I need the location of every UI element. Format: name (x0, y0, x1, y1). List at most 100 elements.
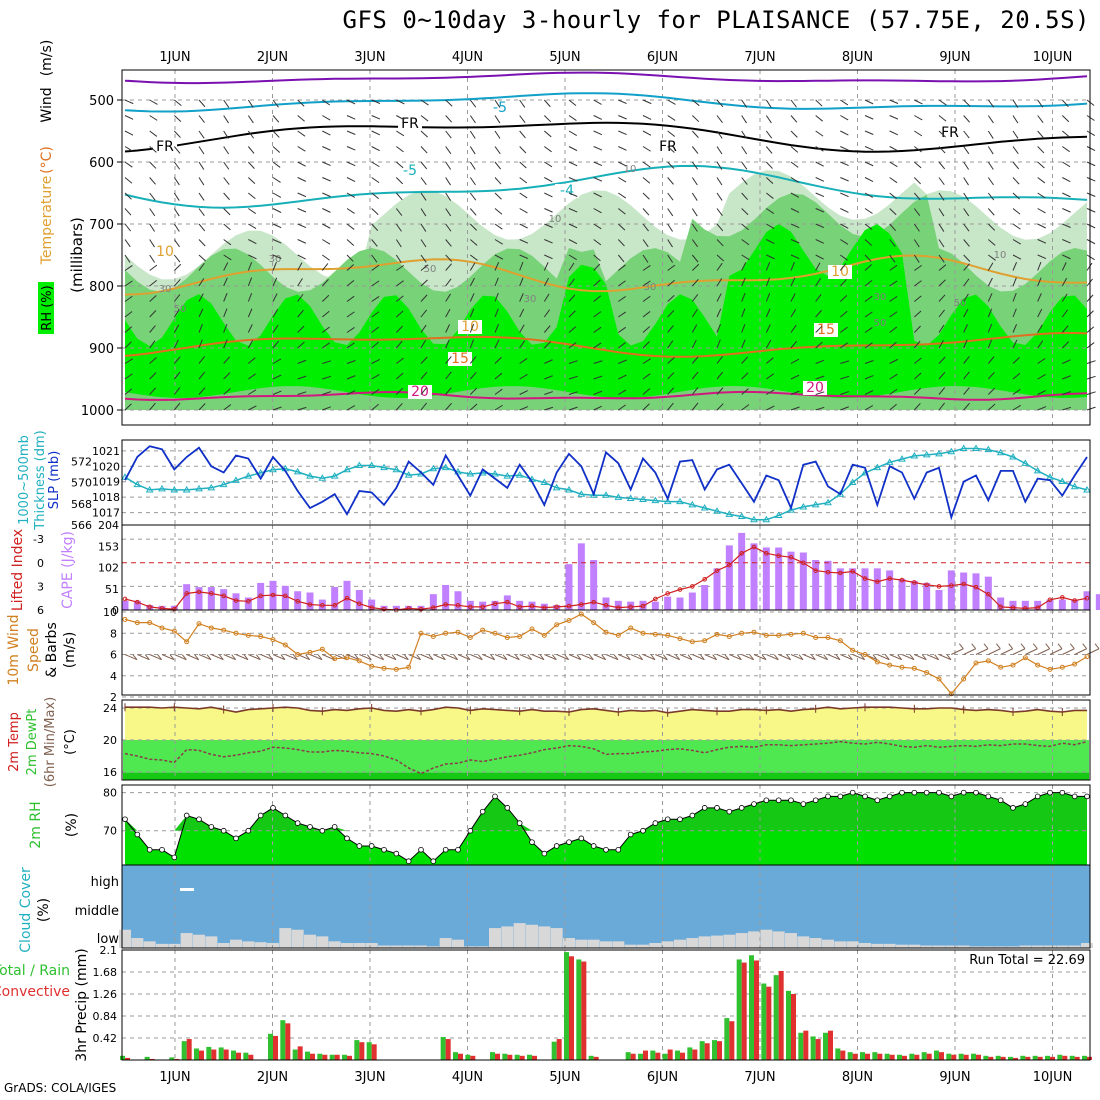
wind-barb (741, 262, 747, 271)
precip-convective-bar (199, 1050, 204, 1060)
wind-barb (247, 115, 254, 124)
wind-speed-point (739, 630, 745, 636)
wind-barb-10m (396, 654, 409, 661)
thickness-point (380, 463, 388, 471)
cape-bar (429, 594, 437, 610)
low-cloud-bar (883, 943, 896, 948)
low-cloud-bar (452, 939, 464, 948)
wind-barb (691, 263, 700, 271)
precip-total-bar (786, 990, 791, 1060)
wind-barb (864, 375, 874, 380)
wind-barb (494, 262, 500, 271)
wind-barb (1037, 308, 1043, 318)
wind-barb (815, 309, 822, 318)
wind-barb (1012, 177, 1020, 185)
wind-speed-point (455, 629, 461, 635)
precip-convective-bar (248, 1054, 254, 1060)
wind-barb (371, 177, 380, 184)
rh2m-point (603, 846, 609, 853)
wind-barb (864, 264, 873, 271)
wind-barb (716, 339, 721, 349)
wind-barb (469, 192, 477, 201)
wind-barb-10m (593, 654, 606, 661)
low-cloud-bar (600, 941, 612, 948)
contour-label: 20 (411, 384, 429, 400)
contour-label-bg (153, 245, 177, 259)
wind-barb (247, 146, 255, 154)
wind-barb (691, 239, 699, 248)
wind-barb (346, 115, 356, 120)
wind-barb (322, 223, 331, 229)
wind-barb (297, 208, 307, 213)
rh2m-point (1059, 789, 1066, 796)
wind-barb (741, 115, 747, 124)
precip-total-bar (934, 1050, 939, 1060)
wind-barb (494, 192, 502, 200)
wind-barb-flag (675, 654, 681, 661)
thickness-point (762, 515, 771, 523)
wind-barb (149, 223, 156, 232)
wind-barb (1037, 293, 1042, 302)
wind-speed-point (307, 649, 313, 655)
wind-barb (667, 223, 674, 232)
rh2m-fill-high (125, 792, 1087, 831)
wind-barb (1037, 130, 1044, 139)
wind-barb (346, 99, 356, 105)
wind-barb (198, 208, 205, 217)
cape-bar (220, 589, 228, 610)
wind-barb (445, 161, 452, 170)
wind-barb (667, 357, 675, 364)
wind-barb (938, 223, 945, 232)
wind-barb (223, 404, 232, 411)
wind-barb (938, 99, 947, 106)
wind-barb-flag (1045, 643, 1051, 650)
li-point (1010, 605, 1016, 610)
rh2m-point (825, 793, 831, 800)
precip-convective-bar (495, 1053, 500, 1060)
wind-barb (889, 295, 898, 302)
wind-barb (691, 177, 698, 186)
credit-footer: GrADS: COLA/IGES (4, 1081, 117, 1095)
thickness-point (540, 478, 549, 485)
wind-barb (124, 177, 133, 184)
wind-barb (913, 239, 920, 248)
wind-barb (124, 264, 133, 271)
wind-barb (322, 360, 332, 364)
wind-barb (494, 372, 503, 380)
thickness-point (626, 494, 635, 501)
wind-barb (544, 406, 554, 411)
cape-bar (849, 568, 857, 610)
thickness-point (676, 497, 684, 505)
wind-barb (667, 115, 676, 121)
wind-barb (790, 161, 799, 168)
thickness-point (145, 485, 154, 493)
wind-barb (914, 130, 923, 137)
wind-barb-10m (445, 654, 458, 661)
wind-barb (544, 223, 553, 228)
wind-barb (692, 99, 700, 107)
precip-total-bar (798, 1032, 804, 1060)
wind-barb (322, 130, 331, 136)
wind-barb (445, 192, 451, 201)
precip-frame (121, 949, 1091, 1061)
wind-barb (469, 177, 476, 186)
thickness-point (207, 483, 216, 491)
wind-barb (938, 402, 945, 411)
wind-barb (593, 115, 602, 120)
wind-barb (396, 372, 404, 380)
wind-barb-10m (938, 654, 952, 661)
wind-unit-axis-label: (m/s) (62, 632, 78, 669)
wind-barb-flag (897, 654, 903, 661)
wind-barb-flag (502, 654, 508, 661)
wind-barb (987, 262, 994, 271)
wind-speed-point (356, 658, 362, 664)
cape-bar (861, 568, 869, 610)
li-point (1072, 598, 1077, 603)
wind-barb (494, 292, 499, 302)
wind-barb-10m (359, 654, 372, 661)
wind-barb (297, 161, 306, 167)
wind-speed-point (344, 655, 350, 661)
li-point (677, 587, 683, 592)
cape-tick-label: 153 (98, 540, 119, 553)
